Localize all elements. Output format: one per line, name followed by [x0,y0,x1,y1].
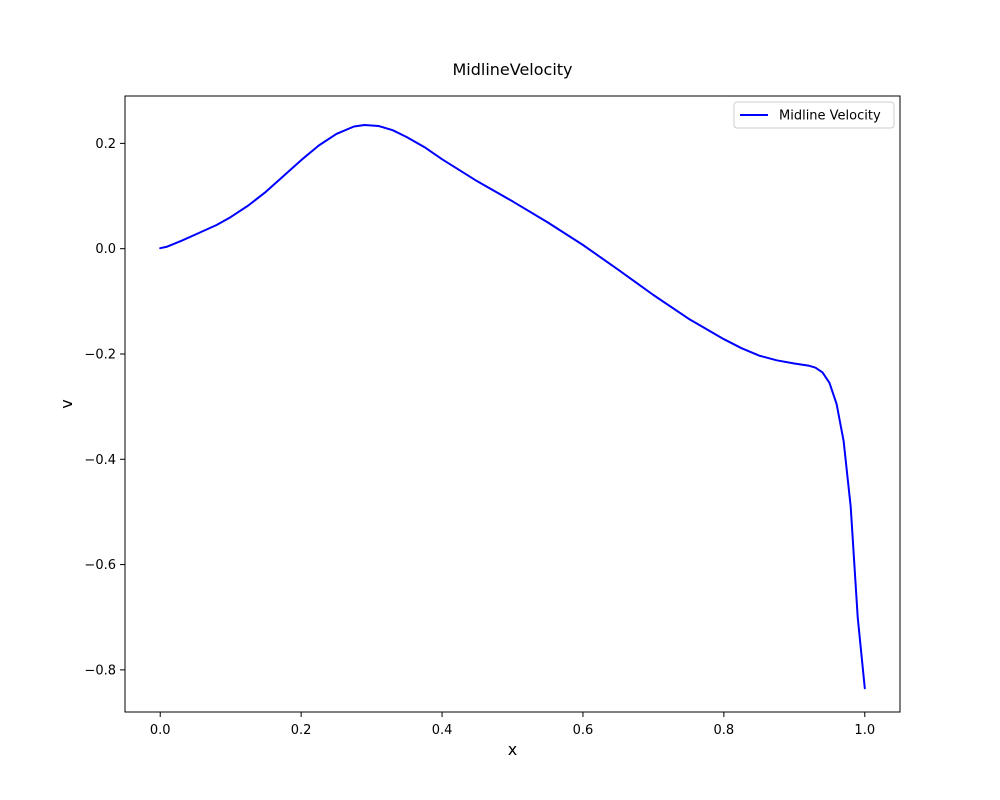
legend-box [733,101,895,129]
x-tick-label: 0.2 [291,723,312,738]
x-tick-label: 0.4 [432,723,453,738]
y-tick-label: 0.2 [95,137,116,152]
y-tick-label: −0.8 [84,663,116,678]
x-axis: 0.0 0.2 0.4 0.6 0.8 1.0 [150,712,875,738]
y-axis: 0.2 0.0 −0.2 −0.4 −0.6 −0.8 [84,137,125,678]
x-tick-label: 1.0 [854,723,875,738]
series-line-midline-velocity [159,124,866,690]
y-tick-label: −0.2 [84,347,116,362]
chart-title: MidlineVelocity [452,60,572,79]
y-tick-label: −0.4 [84,453,116,468]
plot-area [159,124,866,690]
x-tick-label: 0.6 [573,723,594,738]
y-axis-label: v [57,399,76,408]
legend-label: Midline Velocity [779,109,881,124]
y-tick-label: −0.6 [84,558,116,573]
axes-frame [124,95,901,713]
legend: Midline Velocity [733,101,895,129]
y-tick-label: 0.0 [95,242,116,257]
x-tick-label: 0.8 [714,723,735,738]
x-axis-label: x [508,740,517,759]
x-tick-label: 0.0 [150,723,171,738]
